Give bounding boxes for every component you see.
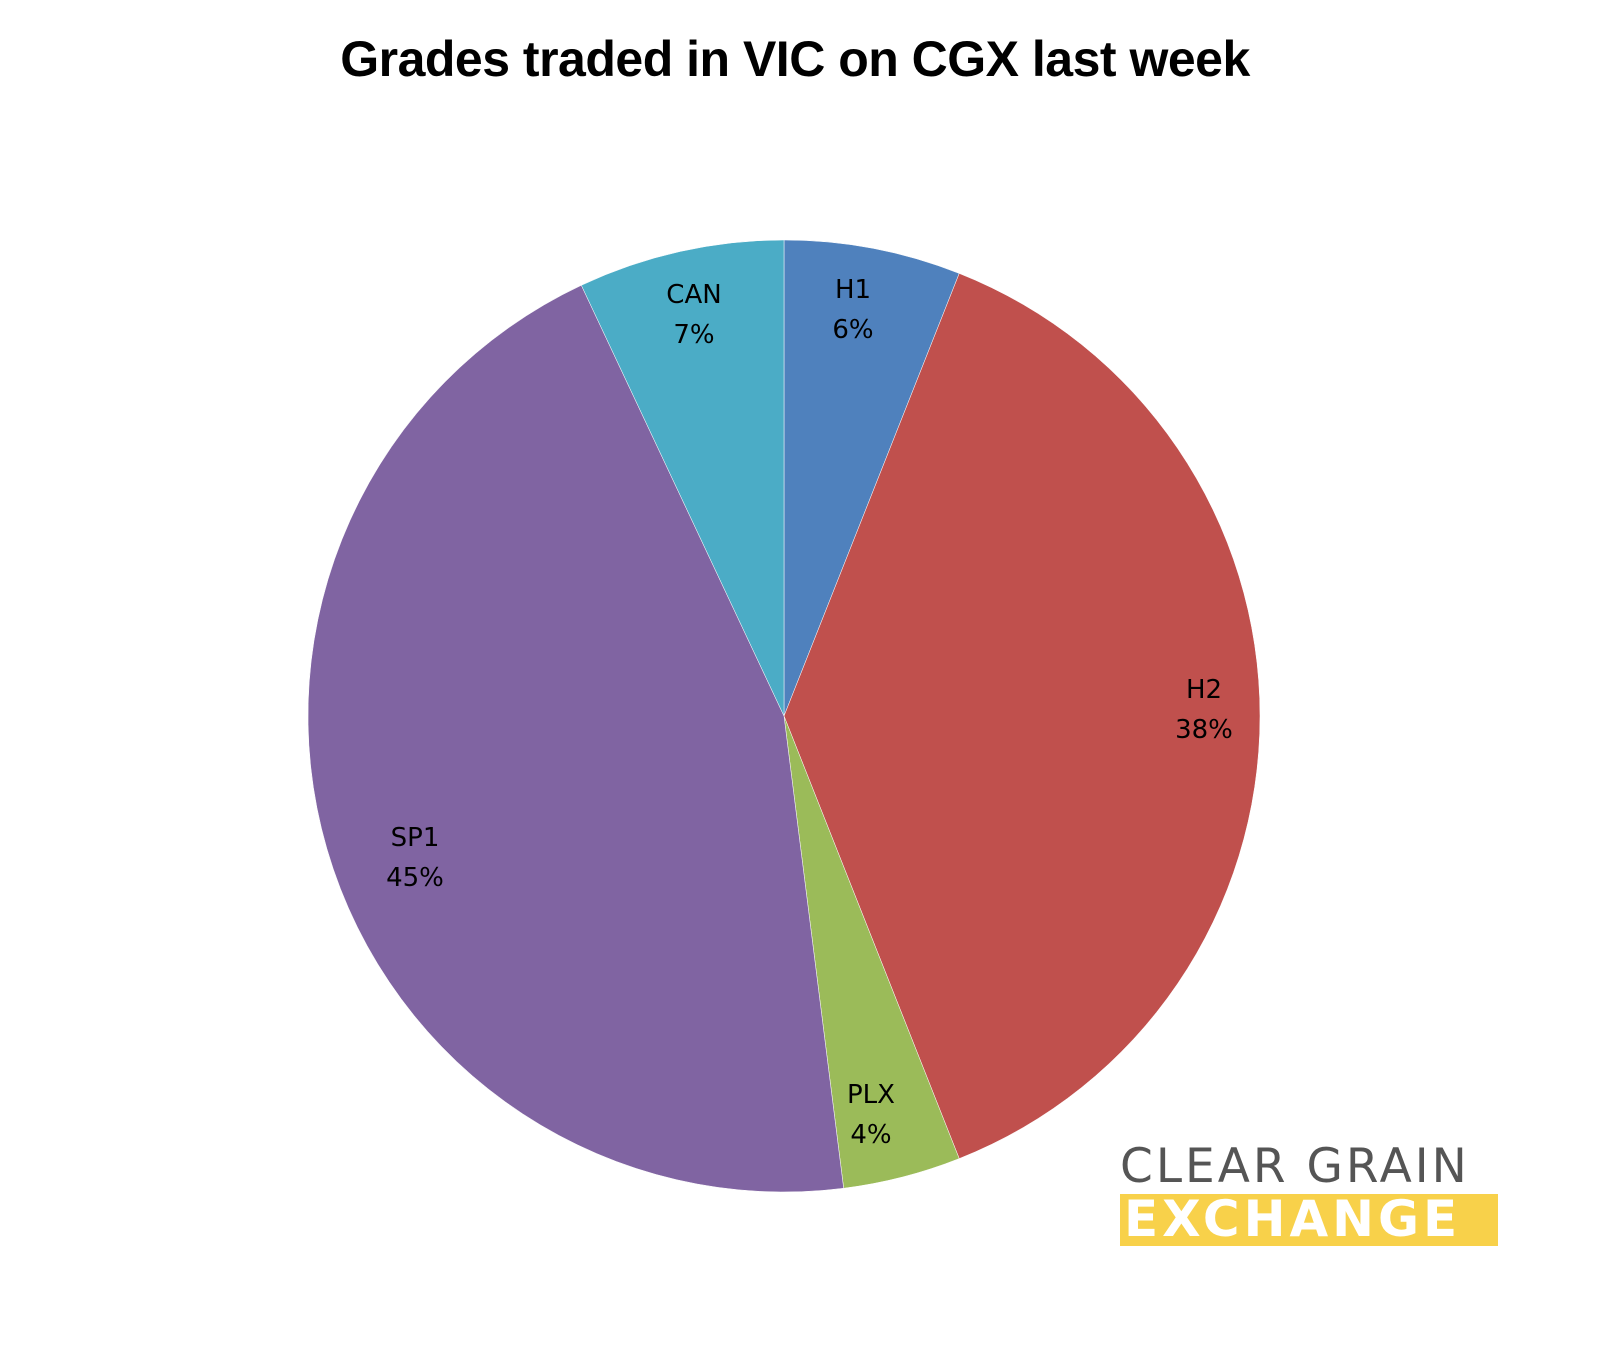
cgx-logo: CLEAR GRAIN EXCHANGE — [1120, 1140, 1498, 1246]
label-h2-pct: 38% — [1175, 715, 1233, 745]
label-sp1: SP1 45% — [386, 818, 444, 898]
logo-line2: EXCHANGE — [1120, 1194, 1498, 1246]
pie-slice-can — [580, 239, 785, 717]
label-can-name: CAN — [666, 280, 722, 310]
label-h2: H2 38% — [1175, 670, 1233, 750]
logo-line1: CLEAR GRAIN — [1120, 1139, 1470, 1194]
label-h2-name: H2 — [1185, 675, 1223, 705]
pie-slice-h2 — [783, 273, 1261, 1159]
label-can: CAN 7% — [666, 275, 721, 355]
label-sp1-name: SP1 — [390, 823, 440, 853]
label-h1-pct: 6% — [832, 315, 874, 345]
label-plx: PLX 4% — [847, 1075, 895, 1155]
label-h1: H1 6% — [832, 270, 873, 350]
label-h1-name: H1 — [834, 275, 872, 305]
label-sp1-pct: 45% — [386, 863, 444, 893]
chart-title: Grades traded in VIC on CGX last week — [340, 31, 1250, 87]
pie-slice-h1 — [783, 239, 960, 717]
label-can-pct: 7% — [673, 320, 715, 350]
pie-slice-sp1 — [307, 284, 844, 1193]
label-plx-pct: 4% — [850, 1120, 892, 1150]
label-plx-name: PLX — [847, 1080, 895, 1110]
